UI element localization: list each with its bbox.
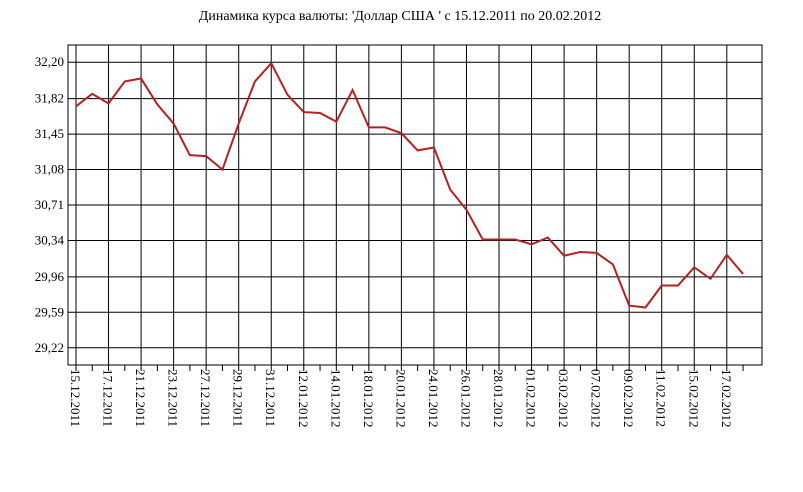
x-tick-label: 01.02.2012: [524, 369, 539, 428]
x-tick-label: 28.01.2012: [491, 369, 506, 428]
x-tick-label: 31.12.2011: [263, 369, 278, 427]
x-tick-label: 17.12.2011: [101, 369, 116, 427]
y-tick-label: 29,22: [35, 340, 64, 355]
y-tick-label: 29,96: [35, 269, 65, 284]
x-tick-label: 11.02.2012: [654, 369, 669, 427]
x-tick-label: 15.12.2011: [68, 369, 83, 427]
chart-title: Динамика курса валюты: 'Доллар США ' с 1…: [199, 9, 601, 24]
x-tick-label: 18.01.2012: [361, 369, 376, 428]
y-tick-label: 30,71: [35, 197, 64, 212]
x-tick-label: 09.02.2012: [621, 369, 636, 428]
data-line: [75, 61, 744, 309]
x-tick-label: 23.12.2011: [166, 369, 181, 427]
y-tick-label: 32,20: [35, 54, 64, 69]
x-tick-label: 12.01.2012: [296, 369, 311, 428]
x-tick-label: 07.02.2012: [589, 369, 604, 428]
x-tick-label: 21.12.2011: [133, 369, 148, 427]
x-tick-label: 03.02.2012: [556, 369, 571, 428]
x-tick-label: 29.12.2011: [231, 369, 246, 427]
y-tick-label: 31,08: [35, 162, 64, 177]
x-tick-label: 14.01.2012: [328, 369, 343, 428]
y-tick-label: 31,82: [35, 91, 64, 106]
plot-frame: [67, 44, 763, 366]
x-tick-label: 15.02.2012: [686, 369, 701, 428]
x-tick-label: 17.02.2012: [719, 369, 734, 428]
x-tick-label: 27.12.2011: [198, 369, 213, 427]
y-tick-label: 31,45: [35, 126, 64, 141]
x-tick-label: 24.01.2012: [426, 369, 441, 428]
y-tick-label: 30,34: [35, 232, 65, 247]
x-tick-label: 26.01.2012: [458, 369, 473, 428]
y-tick-label: 29,59: [35, 304, 64, 319]
x-tick-label: 20.01.2012: [393, 369, 408, 428]
